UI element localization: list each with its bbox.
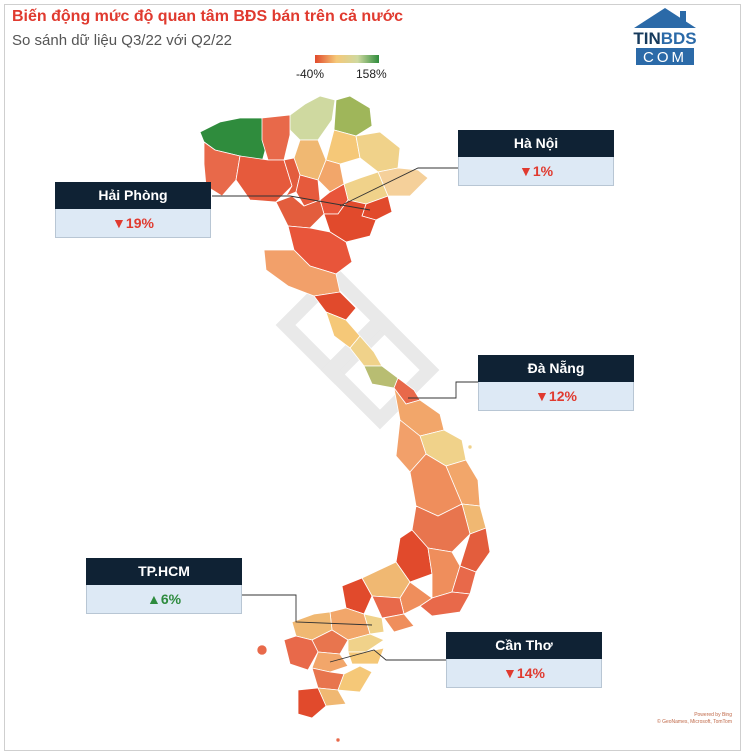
province-son-la	[235, 155, 293, 203]
province-ha-tinh	[313, 291, 357, 321]
callout-hai-phong: Hải Phòng ▼19%	[55, 182, 211, 238]
callout-can-tho-name: Cần Thơ	[446, 632, 602, 659]
leader-da-nang	[408, 381, 478, 399]
legend-gradient	[315, 55, 379, 63]
province-tay-ninh	[341, 577, 373, 615]
province-ba-ria-vung-tau	[383, 613, 415, 633]
province-khanh-hoa	[459, 527, 491, 573]
legend-max-label: 158%	[356, 67, 387, 81]
province-cao-bang	[333, 95, 373, 137]
callout-da-nang: Đà Nẵng ▼12%	[478, 355, 634, 411]
up-arrow-icon: ▲	[146, 591, 161, 607]
province-tien-giang	[347, 633, 385, 653]
legend-min-label: -40%	[296, 67, 325, 81]
callout-da-nang-name: Đà Nẵng	[478, 355, 634, 382]
down-arrow-icon: ▼	[535, 388, 549, 404]
map-region-north	[199, 95, 429, 321]
callout-can-tho-value: ▼14%	[446, 659, 602, 688]
svg-text:COM: COM	[643, 49, 687, 66]
map-region-central	[325, 311, 491, 617]
leader-tp-hcm	[242, 594, 373, 626]
province-quang-tri	[349, 335, 383, 367]
down-arrow-icon: ▼	[112, 215, 126, 231]
callout-hai-phong-name: Hải Phòng	[55, 182, 211, 209]
province-ca-mau	[297, 687, 327, 719]
province-thua-thien-hue	[363, 365, 399, 389]
down-arrow-icon: ▼	[518, 163, 533, 179]
callout-da-nang-value: ▼12%	[478, 382, 634, 411]
callout-hai-phong-value: ▼19%	[55, 209, 211, 238]
province-lao-cai	[261, 114, 291, 161]
map-region-south	[283, 561, 433, 719]
map-islands	[256, 444, 473, 743]
page-subtitle: So sánh dữ liệu Q3/22 với Q2/22	[12, 32, 233, 49]
page-title: Biến động mức độ quan tâm BĐS bán trên c…	[12, 8, 404, 25]
province-dien-bien	[203, 141, 241, 197]
leader-hai-phong	[212, 195, 371, 211]
callout-tp-hcm-value: ▲6%	[86, 585, 242, 614]
callout-ha-noi: Hà Nội ▼1%	[458, 130, 614, 186]
province-thai-nguyen	[317, 159, 345, 193]
down-arrow-icon: ▼	[503, 665, 517, 681]
callout-tp-hcm: TP.HCM ▲6%	[86, 558, 242, 614]
phu-quoc-island	[256, 644, 268, 656]
callout-ha-noi-name: Hà Nội	[458, 130, 614, 157]
map-credit: Powered by Bing © GeoNames, Microsoft, T…	[657, 712, 732, 725]
leader-can-tho	[329, 649, 446, 663]
leader-lines	[212, 167, 478, 663]
province-bac-kan	[325, 129, 361, 165]
province-lang-son	[355, 131, 401, 173]
province-soc-trang	[337, 665, 373, 693]
callout-ha-noi-value: ▼1%	[458, 157, 614, 186]
con-dao-island	[335, 737, 341, 743]
leader-ha-noi	[339, 167, 458, 207]
svg-text:TINBDS: TINBDS	[633, 29, 696, 48]
callout-tp-hcm-name: TP.HCM	[86, 558, 242, 585]
province-ha-giang	[287, 95, 336, 141]
ly-son-island	[467, 444, 473, 450]
tinbds-logo: TINBDS COM	[633, 8, 697, 66]
callout-can-tho: Cần Thơ ▼14%	[446, 632, 602, 688]
